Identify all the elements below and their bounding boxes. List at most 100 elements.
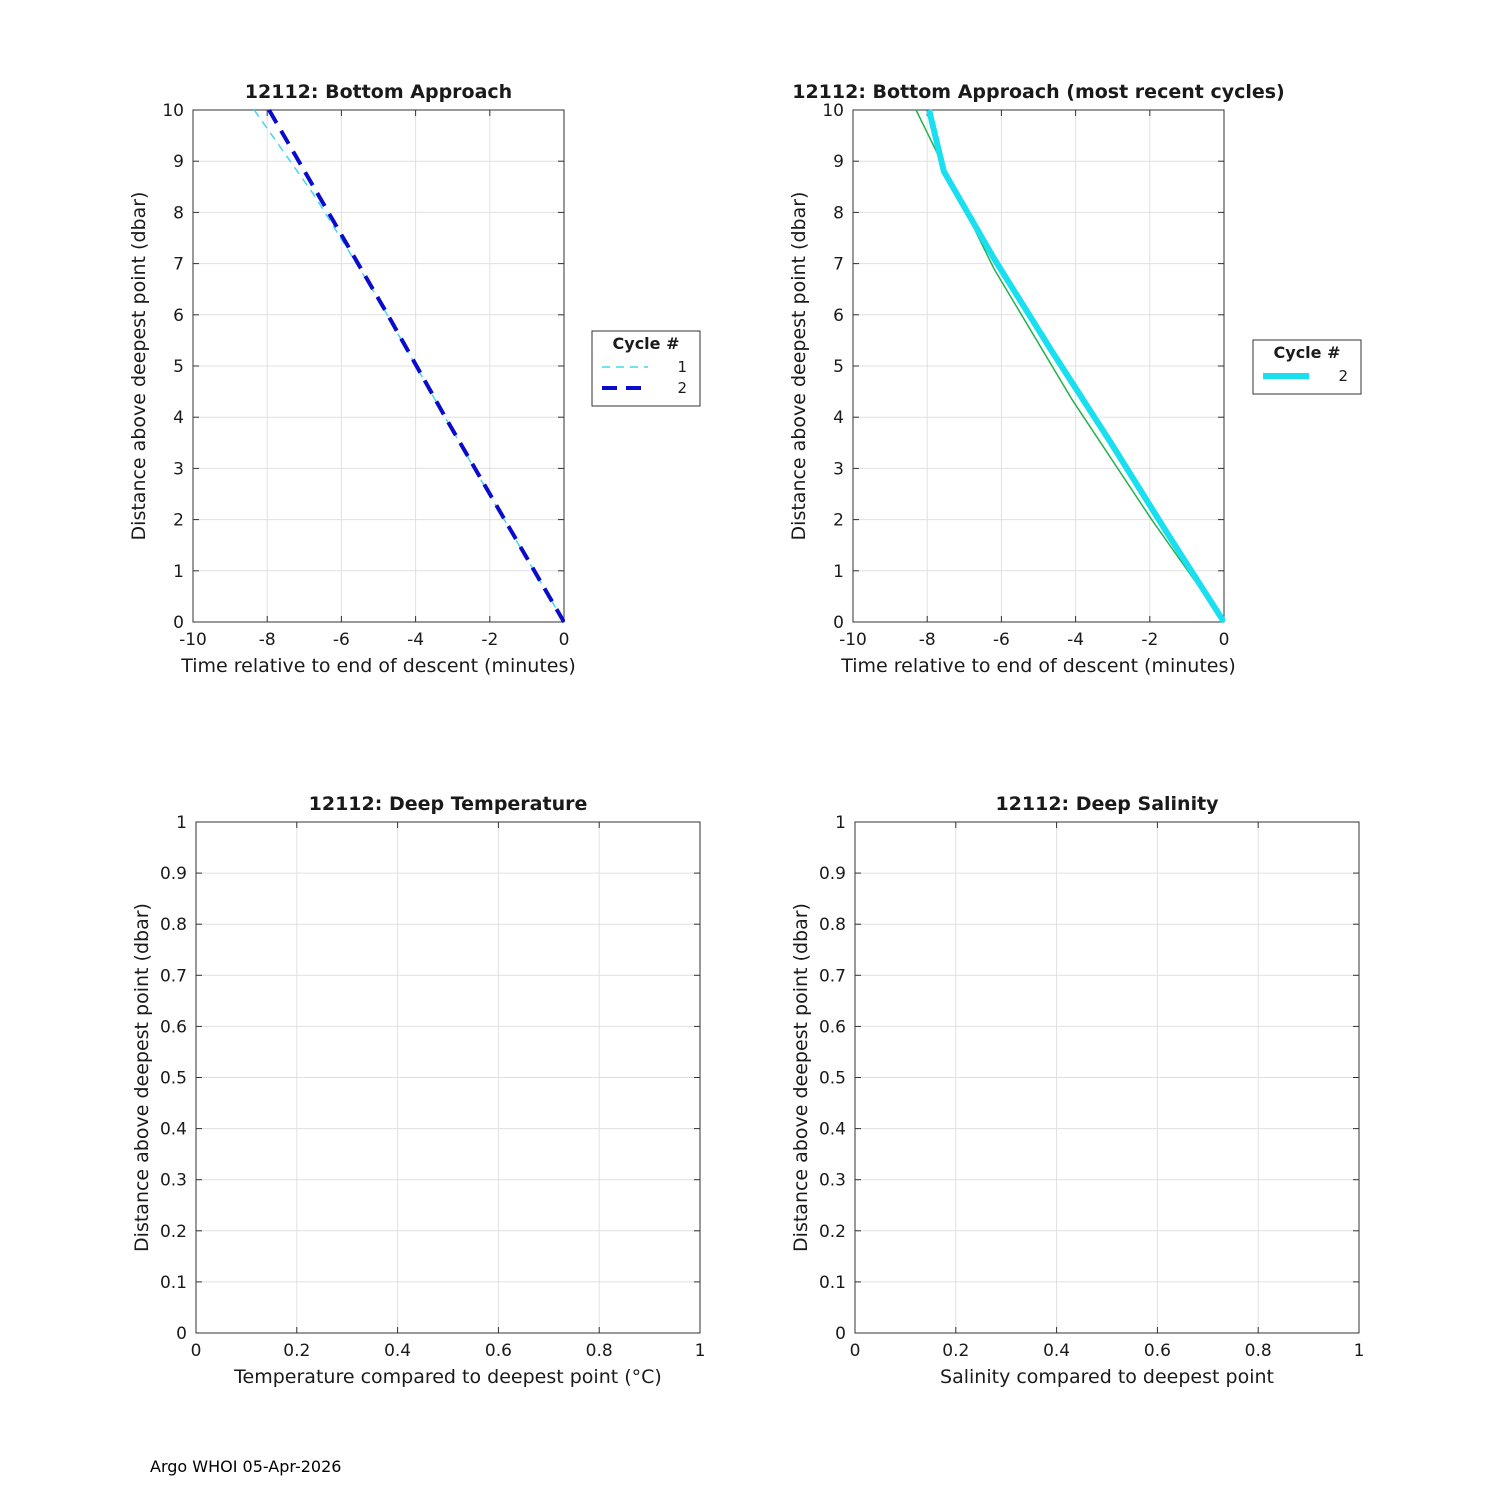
y-tick-label: 0.9 <box>160 864 187 884</box>
x-tick-label: -2 <box>1141 630 1158 650</box>
y-tick-label: 9 <box>833 152 844 172</box>
series-line-cycle-2 <box>926 109 1225 623</box>
y-tick-label: 8 <box>833 203 844 223</box>
tick-labels: -10 -8 -6 -4 -2 0 0 1 2 3 4 5 6 7 8 9 10 <box>822 101 1229 650</box>
y-tick-label: 1 <box>173 562 184 582</box>
chart-title: 12112: Deep Temperature <box>309 793 588 815</box>
y-axis-label: Distance above deepest point (dbar) <box>790 903 812 1252</box>
x-tick-label: 1 <box>1354 1341 1365 1361</box>
x-tick-label: 0 <box>1219 630 1230 650</box>
x-tick-label: 0.2 <box>283 1341 310 1361</box>
chart-bottom-approach: -10 -8 -6 -4 -2 0 0 1 2 3 4 5 6 7 8 9 10 12112: Bottom Ap… <box>128 81 701 677</box>
x-tick-label: -4 <box>407 630 424 650</box>
y-tick-label: 3 <box>173 459 184 479</box>
x-tick-label: -2 <box>481 630 498 650</box>
x-axis-label: Time relative to end of descent (minutes… <box>180 655 576 677</box>
tick-labels: -10 -8 -6 -4 -2 0 0 1 2 3 4 5 6 7 8 9 10 <box>162 101 569 650</box>
y-tick-label: 3 <box>833 459 844 479</box>
y-tick-label: 0.3 <box>819 1171 846 1191</box>
y-tick-label: 1 <box>835 813 846 833</box>
series-group <box>915 109 1225 623</box>
y-tick-label: 0 <box>173 613 184 633</box>
y-tick-label: 4 <box>833 408 844 428</box>
y-tick-label: 0 <box>176 1324 187 1344</box>
y-tick-label: 0.7 <box>819 966 846 986</box>
tick-marks <box>195 821 701 1334</box>
chart-deep-temperature: 0 0.2 0.4 0.6 0.8 1 0 0.1 0.2 0.3 0.4 0.5 0.6 0.7 0.8 0… <box>131 793 705 1388</box>
y-tick-label: 8 <box>173 203 184 223</box>
x-tick-label: -4 <box>1067 630 1084 650</box>
y-tick-label: 0.9 <box>819 864 846 884</box>
y-tick-label: 0.5 <box>160 1069 187 1089</box>
grid <box>854 821 1360 1334</box>
legend-title: Cycle # <box>1274 343 1341 362</box>
legend-entry-label: 1 <box>677 358 687 376</box>
y-tick-label: 0.2 <box>160 1222 187 1242</box>
legend-box <box>591 330 701 407</box>
x-tick-label: 0.8 <box>1245 1341 1272 1361</box>
y-tick-label: 0.2 <box>819 1222 846 1242</box>
y-axis-label: Distance above deepest point (dbar) <box>788 192 810 541</box>
x-tick-label: -10 <box>179 630 207 650</box>
y-tick-label: 0 <box>833 613 844 633</box>
y-tick-label: 10 <box>162 101 184 121</box>
x-axis-label: Temperature compared to deepest point (°… <box>233 1366 662 1388</box>
series-line-cycle-2 <box>267 109 565 623</box>
x-tick-label: 0.8 <box>586 1341 613 1361</box>
x-tick-label: 0.4 <box>384 1341 411 1361</box>
y-tick-label: 0.3 <box>160 1171 187 1191</box>
x-tick-label: 0.6 <box>1144 1341 1171 1361</box>
y-tick-label: 2 <box>833 511 844 531</box>
y-tick-label: 0.5 <box>819 1069 846 1089</box>
x-tick-label: 1 <box>695 1341 706 1361</box>
grid <box>852 109 1225 623</box>
legend-title: Cycle # <box>613 334 680 353</box>
x-tick-label: 0 <box>850 1341 861 1361</box>
x-tick-label: -10 <box>839 630 867 650</box>
x-tick-label: 0 <box>191 1341 202 1361</box>
y-tick-label: 2 <box>173 511 184 531</box>
chart-deep-salinity: 0 0.2 0.4 0.6 0.8 1 0 0.1 0.2 0.3 0.4 0.5 0.6 0.7 0.8 0… <box>790 793 1364 1388</box>
tick-labels: 0 0.2 0.4 0.6 0.8 1 0 0.1 0.2 0.3 0.4 0.5 0.6 0.7 0.8 0… <box>819 813 1364 1361</box>
x-tick-label: 0.4 <box>1043 1341 1070 1361</box>
x-tick-label: -8 <box>259 630 276 650</box>
legend: Cycle # 1 2 <box>591 330 701 407</box>
grid <box>195 821 701 1334</box>
y-tick-label: 5 <box>173 357 184 377</box>
y-tick-label: 0.6 <box>819 1017 846 1037</box>
legend-entry-label: 2 <box>1338 367 1348 385</box>
figure-footer: Argo WHOI 05-Apr-2026 <box>150 1457 342 1476</box>
y-tick-label: 0.6 <box>160 1017 187 1037</box>
y-tick-label: 10 <box>822 101 844 121</box>
y-tick-label: 0.8 <box>819 915 846 935</box>
x-axis-label: Salinity compared to deepest point <box>940 1366 1274 1388</box>
y-tick-label: 0.4 <box>819 1120 846 1140</box>
y-tick-label: 1 <box>176 813 187 833</box>
legend-box <box>1252 339 1362 395</box>
chart-title: 12112: Deep Salinity <box>995 793 1219 815</box>
tick-marks <box>854 821 1360 1334</box>
x-tick-label: 0 <box>559 630 570 650</box>
x-tick-label: 0.6 <box>485 1341 512 1361</box>
chart-title: 12112: Bottom Approach <box>245 81 512 103</box>
y-tick-label: 0.7 <box>160 966 187 986</box>
y-tick-label: 0.1 <box>819 1273 846 1293</box>
y-tick-label: 6 <box>833 306 844 326</box>
y-tick-label: 4 <box>173 408 184 428</box>
legend: Cycle # 2 <box>1252 339 1362 395</box>
x-tick-label: -8 <box>919 630 936 650</box>
y-tick-label: 0.4 <box>160 1120 187 1140</box>
x-tick-label: -6 <box>333 630 350 650</box>
series-group <box>253 109 565 623</box>
legend-entry-label: 2 <box>677 379 687 397</box>
x-tick-label: -6 <box>993 630 1010 650</box>
y-tick-label: 7 <box>833 255 844 275</box>
y-tick-label: 9 <box>173 152 184 172</box>
y-tick-label: 1 <box>833 562 844 582</box>
tick-labels: 0 0.2 0.4 0.6 0.8 1 0 0.1 0.2 0.3 0.4 0.5 0.6 0.7 0.8 0… <box>160 813 705 1361</box>
y-axis-label: Distance above deepest point (dbar) <box>131 903 153 1252</box>
y-tick-label: 6 <box>173 306 184 326</box>
x-tick-label: 0.2 <box>942 1341 969 1361</box>
